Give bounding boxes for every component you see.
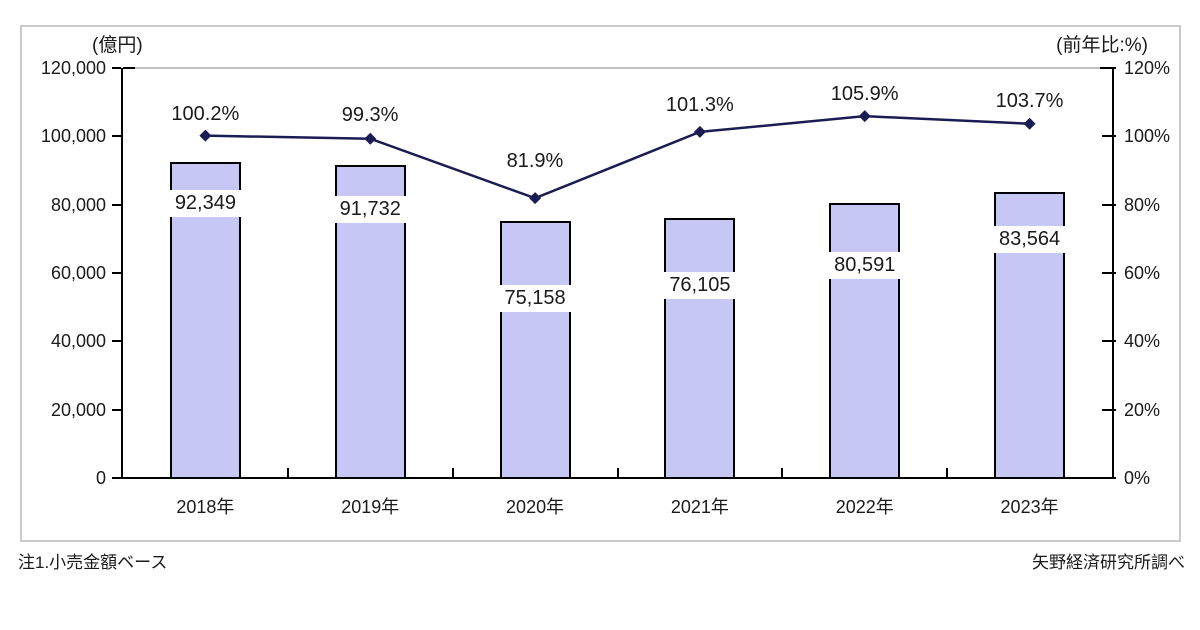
line-value-label: 100.2% xyxy=(168,100,243,127)
bar xyxy=(829,202,901,479)
x-axis-boundary-tick xyxy=(781,468,784,478)
y-axis-right-label: 80% xyxy=(1124,194,1161,215)
y-axis-left-tick xyxy=(112,477,121,479)
y-axis-left-label: 20,000 xyxy=(50,399,106,420)
x-axis-label: 2021年 xyxy=(670,497,729,517)
y-axis-left-tick xyxy=(112,203,121,206)
top-gridline xyxy=(123,67,1112,69)
x-axis-boundary-tick xyxy=(451,468,454,478)
y-axis-left-label: 60,000 xyxy=(50,263,106,283)
y-axis-right-label: 0% xyxy=(1124,468,1151,488)
left-axis-title: (億円) xyxy=(92,35,143,56)
y-axis-left-tick xyxy=(112,135,121,138)
y-axis-right-tick xyxy=(1102,203,1116,206)
y-axis-left-label: 0 xyxy=(95,468,106,488)
y-axis-left-tick xyxy=(112,340,121,343)
bar-value-label: 83,564 xyxy=(981,226,1078,254)
bar-value-label: 80,591 xyxy=(816,251,913,279)
line-value-label: 103.7% xyxy=(992,87,1067,114)
y-axis-left-tick xyxy=(112,272,121,274)
bar xyxy=(499,221,571,479)
y-axis-left-label: 40,000 xyxy=(50,331,106,352)
x-axis-label: 2019年 xyxy=(341,497,400,517)
bar-value-label: 76,105 xyxy=(651,271,748,299)
y-axis-right-tick xyxy=(1102,340,1116,343)
y-axis-right-label: 20% xyxy=(1124,399,1161,420)
line-value-label: 101.3% xyxy=(662,91,737,118)
line-value-label: 81.9% xyxy=(503,148,567,175)
y-axis-left-top-tick xyxy=(123,67,135,69)
y-axis-right-tick xyxy=(1102,477,1116,479)
bar-value-label: 92,349 xyxy=(157,190,254,218)
y-axis-right-label: 120% xyxy=(1124,58,1171,78)
y-axis-left-tick xyxy=(112,67,121,69)
y-axis-left-label: 100,000 xyxy=(40,126,106,147)
y-axis-right-tick xyxy=(1102,272,1116,274)
bar-value-label: 91,732 xyxy=(322,195,419,223)
line-value-label: 105.9% xyxy=(827,81,902,108)
y-axis-left-line xyxy=(121,68,123,479)
x-axis-boundary-tick xyxy=(286,468,289,478)
bar-value-label: 75,158 xyxy=(487,285,584,313)
y-axis-right-label: 40% xyxy=(1124,331,1161,352)
y-axis-left-tick xyxy=(112,408,121,411)
y-axis-right-label: 100% xyxy=(1124,126,1171,147)
x-axis-label: 2022年 xyxy=(835,497,894,517)
y-axis-left-label: 120,000 xyxy=(40,58,106,78)
x-axis-boundary-tick xyxy=(616,468,619,478)
y-axis-right-tick xyxy=(1102,408,1116,411)
y-axis-right-tick xyxy=(1102,67,1116,69)
footnote-source: 矢野経済研究所調べ xyxy=(1032,553,1185,572)
y-axis-right-tick xyxy=(1102,135,1116,138)
x-axis-label: 2020年 xyxy=(506,497,565,517)
y-axis-right-label: 60% xyxy=(1124,263,1161,283)
x-axis-label: 2023年 xyxy=(1000,497,1059,517)
bar xyxy=(664,217,736,479)
y-axis-left-label: 80,000 xyxy=(50,194,106,215)
x-axis-line xyxy=(121,477,1114,479)
line-value-label: 99.3% xyxy=(338,101,402,128)
footnote-note: 注1.小売金額ベース xyxy=(18,553,168,572)
x-axis-boundary-tick xyxy=(946,468,949,478)
right-axis-title: (前年比:%) xyxy=(1056,35,1148,56)
x-axis-label: 2018年 xyxy=(176,497,235,517)
